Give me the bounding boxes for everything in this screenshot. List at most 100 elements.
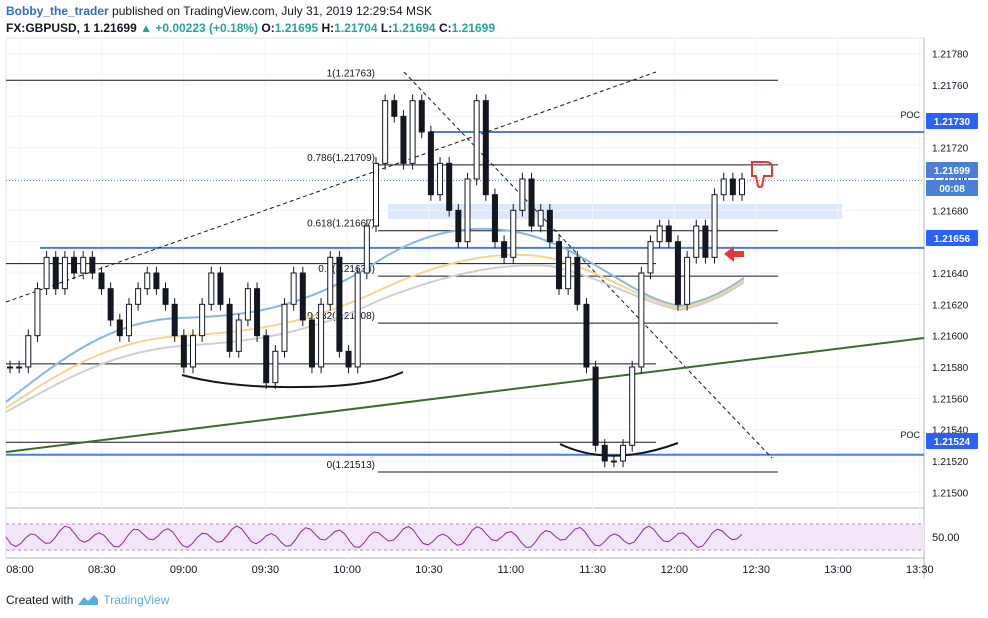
candle-body <box>25 335 32 368</box>
candle-body <box>537 209 544 227</box>
rounded-bottom-arc-right[interactable] <box>559 442 679 457</box>
price-label-text: 1.21730 <box>934 117 971 128</box>
candle-body <box>684 256 691 305</box>
low-label: L: <box>380 21 393 35</box>
candle-body <box>80 256 87 274</box>
candle-body <box>528 178 535 227</box>
poc-tag: POC <box>900 430 920 440</box>
dashed-trend-line-up[interactable] <box>5 71 657 303</box>
open-label: O: <box>261 21 275 35</box>
candle-body <box>739 178 745 196</box>
grid <box>6 38 924 558</box>
candle-body <box>418 100 425 133</box>
candle-body <box>7 366 13 369</box>
rsi-line[interactable] <box>5 525 743 548</box>
candle-body <box>610 460 617 463</box>
author-name[interactable]: Bobby_the_trader <box>6 4 109 18</box>
y-tick-label: 1.21540 <box>932 426 969 437</box>
candle-body <box>601 444 608 462</box>
published-text: published on TradingView.com, July 31, 2… <box>112 4 433 18</box>
candle-body <box>656 225 663 243</box>
x-tick-label: 09:30 <box>252 564 280 576</box>
y-tick-label: 1.21680 <box>932 206 969 217</box>
y-tick-label: 1.21520 <box>932 457 969 468</box>
candle-body <box>107 288 114 321</box>
candle-body <box>720 178 727 196</box>
price-label-text: 1.21656 <box>934 234 971 245</box>
price-label-text: 1.21699 <box>934 166 971 177</box>
candle-body <box>217 272 224 305</box>
tradingview-brand[interactable]: TradingView <box>103 593 170 607</box>
candle-body <box>354 272 361 368</box>
y-tick-label: 1.21560 <box>932 394 969 405</box>
time-axis[interactable]: 08:00 08:30 09:00 09:30 10:00 10:30 11:00 11:30… <box>6 564 933 576</box>
rounded-bottom-arc-left[interactable] <box>181 371 404 389</box>
candle-body <box>565 256 572 290</box>
price-label-text: 1.21524 <box>934 437 971 448</box>
x-tick-label: 13:30 <box>906 564 934 576</box>
y-tick-label: 1.21580 <box>932 363 969 374</box>
candle-body <box>272 350 279 384</box>
ma-blue[interactable] <box>5 227 745 403</box>
thumbs-down-icon <box>751 161 773 188</box>
candle-body <box>135 288 142 305</box>
candle-body <box>446 162 453 211</box>
price-label-box <box>926 230 978 246</box>
candle-body <box>592 366 599 446</box>
x-tick-label: 10:30 <box>415 564 443 576</box>
close-label: C: <box>438 21 452 35</box>
candle-body <box>729 178 736 196</box>
footer: Created with TradingView <box>6 593 169 607</box>
candle-body <box>144 272 151 290</box>
change-value: ▲ +0.00223 (+0.18%) <box>140 21 259 35</box>
candle-body <box>71 256 78 274</box>
dashed-trend-line-down[interactable] <box>403 71 773 459</box>
y-tick-label: 1.21640 <box>932 269 969 280</box>
arrow-left-icon <box>724 246 744 262</box>
symbol-name[interactable]: FX:GBPUSD, 1 <box>6 21 91 35</box>
candles[interactable] <box>7 94 745 468</box>
candle-body <box>89 256 96 274</box>
candle-body <box>464 178 471 243</box>
candle-body <box>455 209 462 243</box>
ma-gray[interactable] <box>5 264 745 413</box>
candle-body <box>546 209 553 243</box>
candle-body <box>491 194 498 243</box>
candle-body <box>409 100 416 164</box>
candle-body <box>290 272 297 305</box>
candle-body <box>43 256 50 290</box>
candle-body <box>574 256 581 305</box>
y-tick-label: 1.21780 <box>932 50 969 61</box>
candle-body <box>473 100 480 180</box>
candle-body <box>510 209 517 258</box>
candle-body <box>693 225 700 258</box>
green-trend-line[interactable] <box>5 337 925 453</box>
resistance-zone[interactable] <box>388 204 842 219</box>
candle-body <box>336 256 343 352</box>
candle-body <box>116 319 123 337</box>
price-label-box <box>926 162 978 178</box>
candle-body <box>308 319 315 368</box>
fib-level-label: 0.5(1.21638) <box>318 264 375 275</box>
x-tick-label: 08:30 <box>88 564 116 576</box>
rsi-zone <box>6 524 924 550</box>
ma-yellow[interactable] <box>5 253 745 409</box>
last-price: 1.21699 <box>93 21 137 35</box>
x-tick-label: 11:30 <box>579 564 606 576</box>
candle-body <box>327 256 334 305</box>
price-labels: 1.21730 POC 1.21699 00:08 1.21656 1.21524 POC <box>900 110 978 449</box>
candle-body <box>345 350 352 368</box>
candle-body <box>363 225 370 274</box>
price-label-box <box>926 113 978 129</box>
poc-tag: POC <box>900 110 920 120</box>
fib-retracement[interactable]: 1(1.21763) 0.786(1.21709) 0.618(1.21667) 0.… <box>6 68 778 473</box>
high-value: 1.21704 <box>334 21 378 35</box>
candle-body <box>180 335 187 368</box>
candle-body <box>501 241 508 258</box>
candle-body <box>482 100 489 196</box>
candle-body <box>583 303 590 368</box>
candle-body <box>620 444 627 462</box>
candle-body <box>318 303 325 368</box>
candle-body <box>52 256 59 290</box>
